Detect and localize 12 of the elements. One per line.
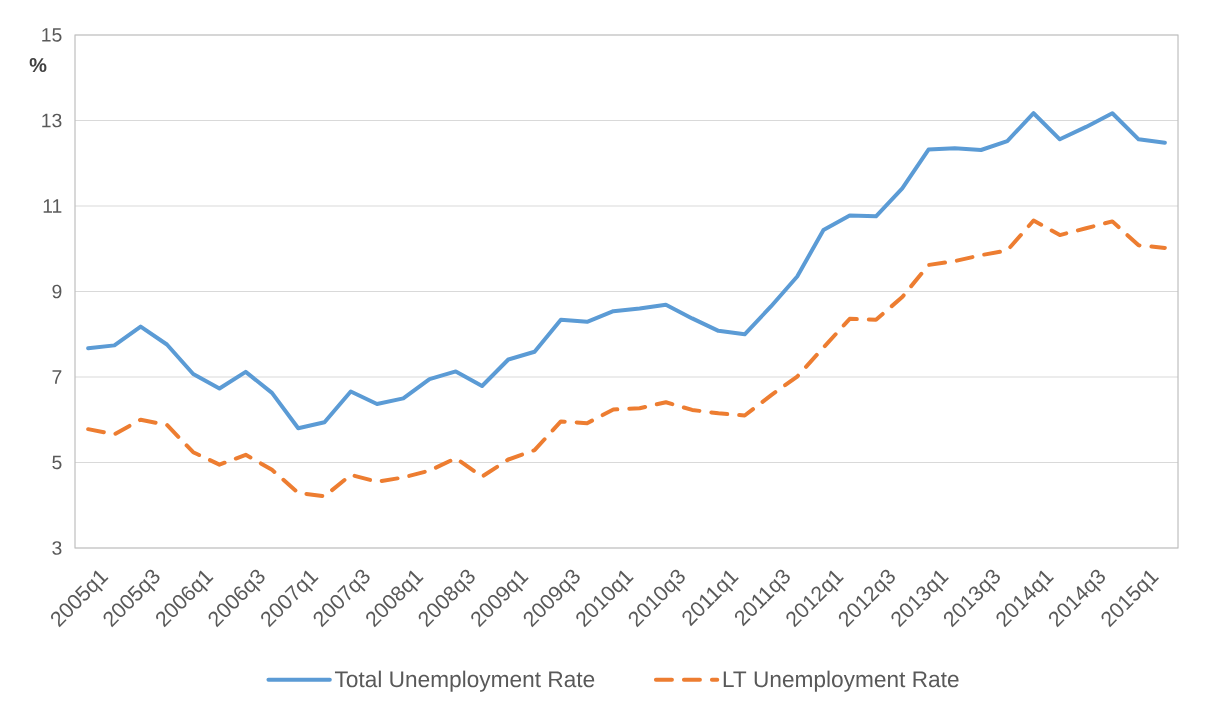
legend-label: Total Unemployment Rate (334, 670, 595, 692)
y-tick-label: 5 (52, 455, 62, 470)
y-tick-label: 9 (52, 284, 62, 299)
legend-label: LT Unemployment Rate (723, 670, 959, 692)
y-tick-label: 7 (52, 370, 62, 384)
line-series (86, 218, 1167, 499)
y-tick-label: 11 (43, 199, 62, 213)
y-tick-label: 15 (42, 28, 62, 42)
y-tick-label: 13 (42, 113, 62, 128)
y-tick-label: 3 (52, 541, 62, 555)
y-axis-title: % (29, 57, 47, 73)
line-series (86, 111, 1167, 431)
